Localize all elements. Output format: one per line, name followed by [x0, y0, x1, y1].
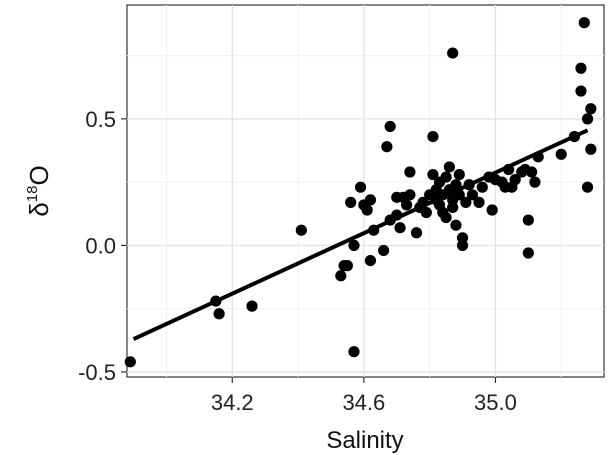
data-point: [384, 120, 396, 133]
x-tick-label: 34.2: [211, 390, 254, 415]
data-point: [213, 308, 225, 320]
data-point: [486, 204, 498, 216]
data-point: [581, 113, 594, 125]
y-tick-label: -0.5: [78, 360, 116, 385]
data-point: [555, 148, 567, 160]
data-point: [348, 346, 360, 358]
y-tick-label: 0.5: [85, 107, 116, 132]
data-point: [345, 196, 357, 208]
data-point: [575, 85, 587, 97]
data-point: [476, 181, 488, 193]
data-point: [404, 166, 416, 178]
data-point: [450, 179, 462, 191]
data-point: [450, 219, 462, 231]
data-point: [364, 254, 377, 267]
data-point: [401, 199, 413, 211]
data-point: [447, 201, 459, 214]
data-point: [509, 174, 521, 186]
data-point: [440, 211, 452, 224]
data-point: [427, 130, 439, 143]
data-point: [341, 260, 354, 272]
data-point: [404, 189, 416, 201]
data-point: [410, 227, 423, 239]
grid-lines: [127, 5, 604, 377]
data-point: [377, 244, 390, 257]
x-tick-label: 35.0: [474, 390, 517, 415]
data-points: [124, 17, 597, 368]
data-point: [295, 224, 307, 236]
data-point: [354, 181, 367, 193]
data-point: [463, 179, 475, 191]
data-point: [575, 62, 587, 74]
data-point: [585, 103, 597, 115]
x-tick-labels: 34.2 34.6 35.0: [211, 390, 517, 415]
x-axis-title: Salinity: [326, 427, 403, 454]
data-point: [522, 247, 534, 259]
data-point: [348, 239, 360, 252]
data-point: [440, 171, 452, 183]
plot-panel: [126, 4, 605, 378]
data-point: [420, 206, 432, 219]
y-tick-label: 0.0: [85, 233, 116, 258]
data-point: [210, 295, 222, 307]
data-point: [568, 130, 580, 143]
data-point: [391, 209, 403, 221]
axis-ticks: [121, 118, 497, 383]
data-point: [460, 196, 472, 208]
data-point: [417, 196, 429, 208]
data-point: [529, 176, 541, 188]
data-point: [522, 214, 534, 226]
data-point: [578, 17, 590, 29]
y-tick-labels: -0.5 0.0 0.5: [78, 107, 116, 385]
y-axis-title-superscript: 18: [24, 186, 41, 203]
data-point: [335, 270, 347, 282]
y-axis-title: δ18O: [24, 165, 54, 216]
data-point: [124, 356, 136, 368]
data-point: [456, 232, 469, 244]
data-point: [503, 163, 515, 176]
data-point: [368, 224, 380, 236]
data-point: [453, 168, 465, 181]
data-point: [427, 168, 439, 181]
data-point: [473, 196, 485, 208]
x-tick-label: 34.6: [342, 390, 385, 415]
data-point: [466, 189, 479, 201]
data-point: [394, 222, 406, 234]
y-axis-title-prefix: δ: [24, 202, 54, 216]
data-point: [453, 189, 465, 201]
data-point: [381, 141, 393, 153]
data-point: [443, 161, 455, 173]
data-point: [581, 181, 594, 193]
data-point: [447, 47, 459, 59]
data-point: [364, 194, 377, 206]
y-axis-title-suffix: O: [24, 165, 54, 185]
data-point: [361, 204, 373, 216]
data-point: [585, 143, 597, 155]
data-point: [526, 166, 538, 178]
data-point: [246, 300, 258, 312]
data-point: [532, 151, 544, 163]
